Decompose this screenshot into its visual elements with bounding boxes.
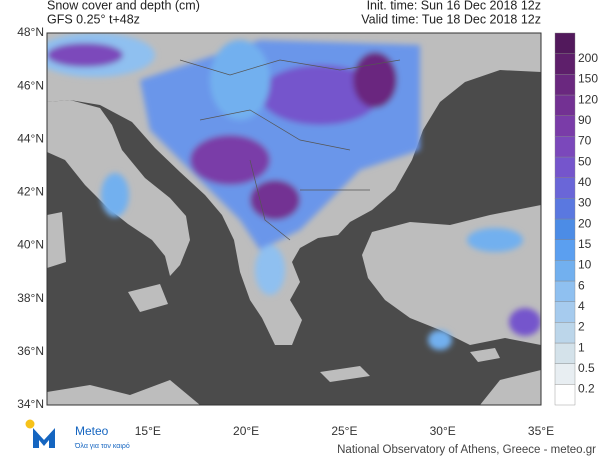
colorbar-label: 90: [578, 113, 592, 127]
colorbar-swatch: [554, 218, 576, 240]
snow-area: [509, 308, 541, 336]
snow-area: [210, 40, 270, 120]
colorbar-label: 0.2: [578, 382, 595, 396]
snow-area: [47, 43, 123, 67]
logo-sun: [25, 419, 35, 429]
lat-label: 46°N: [17, 78, 44, 92]
snow-area: [101, 173, 129, 217]
colorbar-label: 0.5: [578, 361, 595, 375]
colorbar: 0.2 0.5 1 2 4 6 10 15 20 30 40 50 70 90 120 150 200: [554, 32, 598, 406]
colorbar-swatch: [554, 94, 576, 116]
snow-area: [250, 180, 300, 220]
snow-area: [353, 52, 397, 108]
colorbar-swatch: [554, 156, 576, 178]
snow-area: [260, 65, 380, 125]
colorbar-label: 150: [578, 72, 598, 86]
logo-brand: Meteo: [75, 424, 109, 438]
colorbar-swatch: [554, 260, 576, 282]
colorbar-swatch: [554, 198, 576, 220]
snow-area: [255, 245, 285, 295]
colorbar-swatch: [554, 280, 576, 302]
colorbar-label: 15: [578, 237, 592, 251]
colorbar-label: 1: [578, 340, 585, 354]
colorbar-label: 70: [578, 134, 592, 148]
colorbar-label: 200: [578, 51, 598, 65]
land: [47, 212, 500, 382]
logo-slogan: Όλα για τον καιρό: [74, 442, 130, 450]
colorbar-label: 50: [578, 154, 592, 168]
colorbar-swatch: [554, 32, 576, 54]
land: [47, 370, 541, 405]
snow-area: [190, 135, 270, 185]
colorbar-label: 120: [578, 92, 598, 106]
colorbar-swatch: [554, 74, 576, 96]
map-title: Snow cover and depth (cm): [47, 0, 200, 12]
borders: [179, 59, 401, 241]
colorbar-swatch: [554, 342, 576, 364]
lon-label: 25°E: [331, 424, 357, 438]
colorbar-label: 6: [578, 278, 585, 292]
colorbar-swatch: [554, 301, 576, 323]
colorbar-label: 10: [578, 258, 592, 272]
colorbar-swatch: [554, 384, 576, 406]
colorbar-swatch: [554, 363, 576, 385]
lat-label: 34°N: [17, 397, 44, 411]
colorbar-swatch: [554, 239, 576, 261]
map-frame: [46, 32, 542, 406]
model-label: GFS 0.25° t+48z: [47, 12, 140, 26]
colorbar-label: 30: [578, 196, 592, 210]
lat-labels: 48°N 46°N 44°N 42°N 40°N 38°N 36°N 34°N: [17, 25, 44, 411]
credit: National Observatory of Athens, Greece -…: [337, 444, 596, 456]
lat-label: 42°N: [17, 185, 44, 199]
lat-label: 36°N: [17, 344, 44, 358]
valid-time: Valid time: Tue 18 Dec 2018 12z: [361, 12, 541, 26]
colorbar-label: 4: [578, 299, 585, 313]
colorbar-label: 20: [578, 216, 592, 230]
logo-mark: [33, 428, 55, 448]
lon-label: 20°E: [233, 424, 259, 438]
init-time: Init. time: Sun 16 Dec 2018 12z: [367, 0, 541, 12]
colorbar-swatch: [554, 53, 576, 75]
lat-label: 48°N: [17, 25, 44, 39]
lat-label: 38°N: [17, 291, 44, 305]
lon-label: 35°E: [528, 424, 554, 438]
snow-area: [428, 330, 452, 350]
colorbar-label: 2: [578, 320, 585, 334]
colorbar-label: 40: [578, 175, 592, 189]
lat-label: 40°N: [17, 238, 44, 252]
snow-area: [467, 228, 523, 252]
lon-label: 15°E: [135, 424, 161, 438]
lon-labels: 15°E 20°E 25°E 30°E 35°E: [135, 424, 554, 438]
map: [47, 33, 541, 405]
colorbar-swatch: [554, 177, 576, 199]
colorbar-swatch: [554, 115, 576, 137]
lat-label: 44°N: [17, 131, 44, 145]
lon-label: 30°E: [430, 424, 456, 438]
colorbar-swatch: [554, 136, 576, 158]
colorbar-swatch: [554, 322, 576, 344]
